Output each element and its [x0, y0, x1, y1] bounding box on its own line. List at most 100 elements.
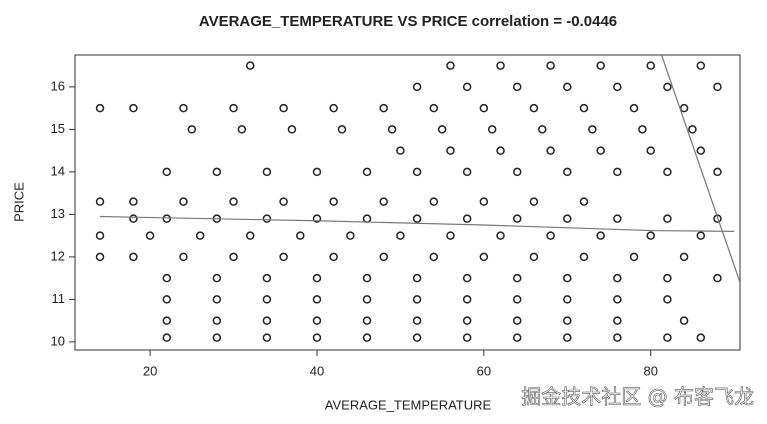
point [237, 125, 247, 134]
point [563, 333, 572, 342]
y-axis-label: PRICE [11, 182, 26, 222]
point [412, 273, 422, 283]
watermark: 掘金技术社区 @ 布客飞龙 [521, 385, 754, 409]
point [663, 214, 672, 223]
point [346, 231, 355, 240]
point [429, 103, 439, 113]
point [179, 252, 188, 262]
point [262, 316, 272, 325]
chart-title: AVERAGE_TEMPERATURE VS PRICE correlation… [199, 13, 617, 30]
point [563, 316, 572, 325]
point [229, 252, 238, 262]
point [446, 61, 455, 70]
point [679, 103, 689, 113]
point [629, 103, 639, 113]
point [579, 252, 589, 262]
plot-area [95, 55, 740, 342]
point [262, 214, 272, 223]
point [462, 273, 472, 283]
point [713, 273, 722, 283]
y-tick-label: 13 [51, 206, 65, 221]
point [696, 333, 706, 342]
point [412, 295, 422, 304]
point [162, 273, 172, 283]
point [613, 214, 622, 223]
point [638, 125, 647, 134]
point [512, 295, 522, 304]
point [696, 231, 706, 240]
point [446, 146, 455, 155]
point [312, 333, 322, 342]
point [563, 214, 572, 223]
point [613, 316, 622, 325]
point [479, 252, 489, 262]
point [212, 316, 222, 325]
point [312, 214, 322, 223]
point [262, 167, 272, 177]
point [312, 273, 322, 283]
point [613, 333, 622, 342]
point [529, 197, 539, 206]
point [312, 316, 322, 325]
point [162, 295, 172, 304]
point [279, 103, 288, 113]
point [512, 316, 522, 325]
point [512, 167, 522, 177]
point [588, 125, 597, 134]
point [512, 333, 522, 342]
point [162, 167, 172, 177]
point [129, 103, 138, 113]
point [437, 125, 447, 134]
point [212, 167, 222, 177]
point [696, 61, 706, 70]
point [563, 82, 572, 92]
point [362, 167, 372, 177]
point [379, 252, 388, 262]
point [462, 333, 472, 342]
y-tick-label: 10 [51, 333, 65, 348]
point [262, 333, 272, 342]
point [538, 125, 547, 134]
point [329, 252, 338, 262]
point [162, 316, 172, 325]
point [446, 231, 455, 240]
point [362, 273, 372, 283]
point [479, 103, 489, 113]
point [329, 197, 338, 206]
point [362, 316, 372, 325]
point [529, 252, 539, 262]
point [663, 295, 672, 304]
point [713, 214, 722, 223]
point [679, 316, 689, 325]
point [379, 103, 388, 113]
point [429, 197, 439, 206]
point [212, 295, 222, 304]
point [245, 231, 255, 240]
point [279, 197, 288, 206]
point [613, 295, 622, 304]
point [296, 231, 305, 240]
point [229, 103, 238, 113]
point [512, 82, 522, 92]
point [162, 333, 172, 342]
point [596, 231, 605, 240]
point [312, 167, 322, 177]
point [646, 61, 655, 70]
point [245, 61, 255, 70]
point [396, 231, 405, 240]
point [496, 146, 505, 155]
y-tick-label: 15 [51, 121, 65, 136]
x-tick-label: 80 [643, 363, 657, 378]
point [179, 197, 188, 206]
point [613, 167, 622, 177]
point [229, 197, 238, 206]
point [95, 103, 105, 113]
point [579, 103, 589, 113]
point [679, 252, 689, 262]
point [387, 125, 397, 134]
point [195, 231, 205, 240]
point [563, 167, 572, 177]
y-tick-label: 11 [52, 291, 66, 306]
point [646, 146, 655, 155]
point [329, 103, 338, 113]
